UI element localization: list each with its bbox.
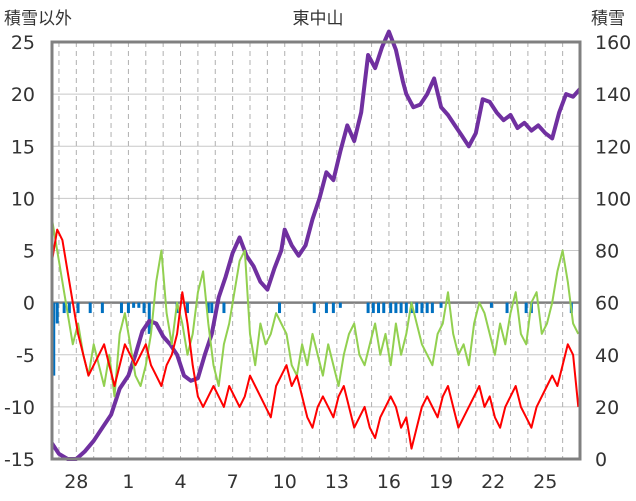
precip-bar [210,302,214,314]
left-tick-label: 10 [11,188,35,210]
precip-bar [126,302,130,314]
precip-bar [489,302,493,308]
right-tick-label: 140 [595,84,631,106]
x-tick-label: 13 [325,471,349,493]
right-tick-label: 60 [595,293,619,315]
left-tick-labels: 25 20 15 10 5 0 -5 -10 -15 [4,32,35,471]
precip-bar [399,302,403,314]
left-tick-label: -15 [4,449,35,471]
right-tick-label: 40 [595,345,619,367]
right-tick-label: 0 [595,449,607,471]
series-lines [50,29,582,461]
x-tick-label: 22 [481,471,505,493]
left-tick-label: -10 [4,397,35,419]
left-tick-label: 20 [11,84,35,106]
precip-bar [142,302,146,314]
precip-bar [425,302,429,314]
precip-bar [324,302,328,314]
left-tick-label: -5 [16,345,35,367]
x-tick-labels: 28 1 4 7 10 13 16 19 22 25 [64,471,557,493]
right-tick-label: 80 [595,241,619,263]
x-tick-label: 1 [122,471,134,493]
precip-bar [366,302,370,314]
precip-bar [439,302,443,308]
precip-bar [67,302,71,314]
right-tick-label: 100 [595,188,631,210]
precip-bar [430,302,434,314]
precip-bar [76,302,80,314]
x-tick-label: 25 [533,471,557,493]
right-tick-labels: 160 140 120 100 80 60 40 20 0 [595,32,631,471]
x-tick-label: 28 [64,471,88,493]
precip-bar [137,302,141,308]
series-line-snow_depth [50,29,582,461]
right-axis-label: 積雪 [591,9,625,29]
precip-bar [132,302,136,308]
precip-bar [278,302,282,314]
precip-bar [119,302,123,314]
precip-bar [371,302,375,314]
plot-frame [50,40,582,461]
x-tick-label: 19 [429,471,453,493]
x-tick-label: 16 [377,471,401,493]
precip-bar [55,302,59,324]
precip-bar [524,302,528,314]
left-tick-label: 5 [23,241,35,263]
precip-bar [338,302,342,308]
precip-bar [394,302,398,314]
x-tick-label: 7 [227,471,239,493]
precip-bar [88,302,92,314]
left-tick-label: 15 [11,136,35,158]
chart-title: 東中山 [293,9,344,29]
x-tick-label: 10 [273,471,297,493]
grid-lines [52,42,581,459]
precip-bar [377,302,381,314]
precip-bar [62,302,66,314]
precip-bar [505,302,509,314]
precip-bar [382,302,386,314]
left-tick-label: 0 [23,293,35,315]
left-axis-label: 積雪以外 [4,9,72,29]
precip-bar [100,302,104,314]
precip-bar [331,302,335,314]
precip-bar [420,302,424,314]
x-tick-label: 4 [174,471,186,493]
right-tick-label: 160 [595,32,631,54]
precip-bar [222,302,226,314]
precip-bar [206,302,210,314]
precip-bar [404,302,408,314]
precip-bar [389,302,393,314]
right-tick-label: 20 [595,397,619,419]
series-line-temperature [51,228,580,450]
precip-bar [147,302,151,334]
left-tick-label: 25 [11,32,35,54]
series-line-humidity_like [51,219,580,398]
precip-bar [415,302,419,314]
precip-bar [52,302,56,376]
right-tick-label: 120 [595,136,631,158]
precip-bar [185,302,189,314]
precip-bar [312,302,316,314]
